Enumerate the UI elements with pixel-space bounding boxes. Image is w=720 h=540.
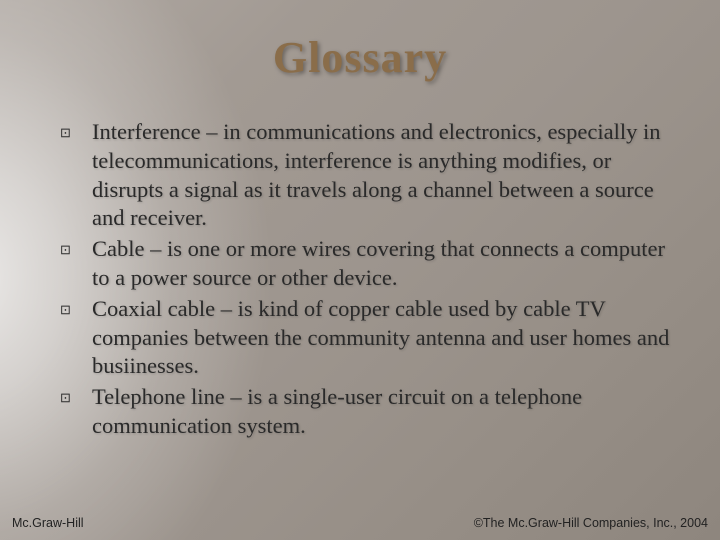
item-text: Coaxial cable – is kind of copper cable … xyxy=(92,295,678,381)
list-item: ⊡ Telephone line – is a single-user circ… xyxy=(58,383,678,441)
footer-right: ©The Mc.Graw-Hill Companies, Inc., 2004 xyxy=(474,516,708,530)
bullet-icon: ⊡ xyxy=(58,235,92,264)
item-text: Interference – in communications and ele… xyxy=(92,118,678,233)
list-item: ⊡ Coaxial cable – is kind of copper cabl… xyxy=(58,295,678,381)
slide-title: Glossary xyxy=(0,32,720,83)
list-item: ⊡ Interference – in communications and e… xyxy=(58,118,678,233)
bullet-icon: ⊡ xyxy=(58,295,92,324)
bullet-icon: ⊡ xyxy=(58,118,92,147)
bullet-icon: ⊡ xyxy=(58,383,92,412)
slide: Glossary ⊡ Interference – in communicati… xyxy=(0,0,720,540)
footer-left: Mc.Graw-Hill xyxy=(12,516,84,530)
content-area: ⊡ Interference – in communications and e… xyxy=(58,118,678,443)
item-text: Cable – is one or more wires covering th… xyxy=(92,235,678,293)
list-item: ⊡ Cable – is one or more wires covering … xyxy=(58,235,678,293)
item-text: Telephone line – is a single-user circui… xyxy=(92,383,678,441)
